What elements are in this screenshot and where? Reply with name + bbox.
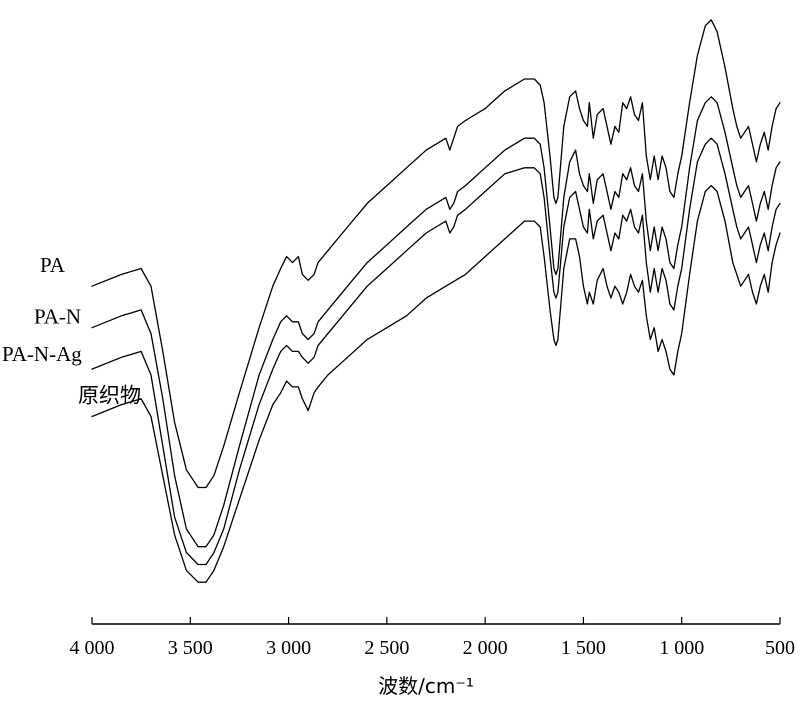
- series-label: PA-N: [34, 305, 81, 329]
- x-tick-label: 1 500: [561, 637, 606, 659]
- series-labels: PA PA-N PA-N-Ag 原织物: [2, 253, 141, 407]
- series-label: PA: [40, 253, 66, 277]
- x-tick-label: 3 500: [168, 637, 213, 659]
- x-tick-label: 1 000: [659, 637, 704, 659]
- x-tick-label: 2 000: [463, 637, 508, 659]
- series-line-1: [91, 19, 781, 489]
- x-tick-label: 4 000: [70, 637, 115, 659]
- x-axis-ticks: 4 000 3 500 3 000 2 500 2 000 1 500 1 000 500: [70, 617, 795, 659]
- series-line-4: [91, 184, 781, 583]
- x-tick-label: 500: [765, 637, 795, 659]
- x-tick-label: 3 000: [266, 637, 311, 659]
- x-axis-title: 波数/cm⁻¹: [378, 674, 474, 698]
- series-line-3: [91, 137, 781, 566]
- x-tick-label: 2 500: [364, 637, 409, 659]
- series-label: PA-N-Ag: [2, 342, 82, 366]
- series-line-2: [91, 96, 781, 548]
- series-label: 原织物: [78, 383, 141, 407]
- plot-area: [91, 19, 781, 583]
